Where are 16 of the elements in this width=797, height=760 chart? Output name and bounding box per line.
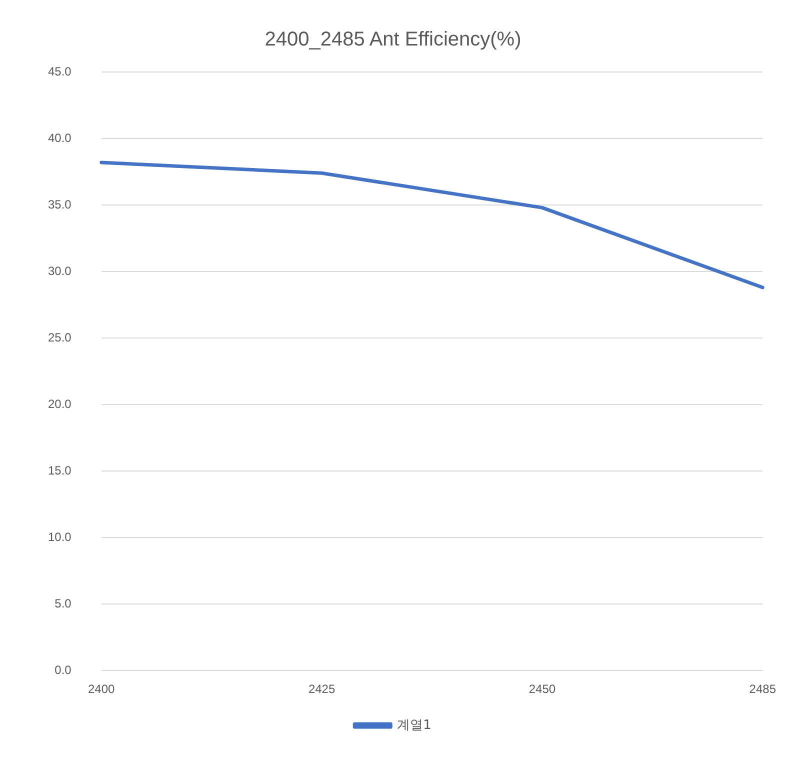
x-tick-label: 2425	[308, 682, 336, 696]
y-tick-label: 0.0	[54, 662, 72, 677]
y-tick-label: 45.0	[48, 64, 72, 78]
x-tick-label: 2450	[528, 682, 556, 696]
legend-label: 계열1	[397, 718, 432, 733]
y-tick-label: 5.0	[54, 596, 72, 610]
y-tick-label: 40.0	[48, 130, 72, 145]
chart-title: 2400_2485 Ant Efficiency(%)	[264, 28, 522, 51]
y-tick-label: 35.0	[48, 197, 72, 212]
x-tick-label: 2400	[88, 682, 116, 696]
y-tick-label: 20.0	[48, 396, 72, 411]
y-tick-label: 15.0	[48, 463, 72, 478]
y-tick-label: 10.0	[48, 530, 72, 544]
y-tick-label: 30.0	[48, 264, 72, 278]
y-tick-label: 25.0	[48, 330, 72, 344]
x-tick-label: 2485	[749, 682, 776, 696]
